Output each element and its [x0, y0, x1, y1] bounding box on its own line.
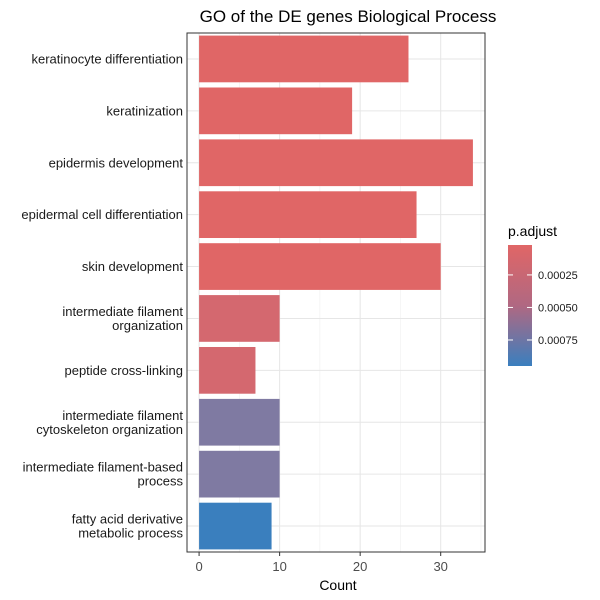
category-label-line: keratinocyte differentiation	[31, 51, 183, 66]
bars	[199, 35, 473, 550]
category-label-line: cytoskeleton organization	[36, 422, 183, 437]
x-tick-label: 10	[272, 559, 286, 574]
x-axis-ticks: 0 10 20 30	[195, 552, 448, 574]
chart-title: GO of the DE genes Biological Process	[200, 7, 497, 26]
legend-tick-label: 0.00050	[538, 302, 578, 314]
category-label-line: process	[137, 474, 183, 489]
category-label: epidermal cell differentiation	[21, 207, 183, 222]
category-label: intermediate filament organization	[62, 304, 183, 333]
category-label-line: fatty acid derivative	[72, 512, 183, 527]
bar	[199, 346, 256, 394]
category-label: keratinization	[106, 103, 183, 118]
legend-tick-label: 0.00025	[538, 270, 578, 282]
x-tick-label: 30	[433, 559, 447, 574]
x-tick-label: 20	[353, 559, 367, 574]
bar	[199, 295, 280, 342]
legend-ticks: 0.00025 0.00050 0.00075	[508, 270, 578, 347]
category-label-line: skin development	[82, 259, 184, 274]
bar	[199, 450, 280, 498]
bar	[199, 139, 473, 187]
category-label-line: peptide cross-linking	[64, 363, 183, 378]
legend-colorbar	[508, 245, 532, 366]
category-label: intermediate filament cytoskeleton organi…	[36, 408, 183, 437]
category-label-line: intermediate filament	[62, 304, 183, 319]
category-label-line: intermediate filament	[62, 408, 183, 423]
category-label: fatty acid derivative metabolic process	[72, 512, 184, 541]
category-label: intermediate filament-based process	[23, 460, 184, 489]
legend-tick-label: 0.00075	[538, 335, 578, 347]
bar	[199, 191, 417, 239]
category-label-line: metabolic process	[78, 526, 183, 541]
category-label-line: epidermis development	[49, 155, 184, 170]
x-axis-label: Count	[319, 577, 356, 593]
bar	[199, 35, 409, 83]
category-label-line: intermediate filament-based	[23, 460, 183, 475]
category-label-line: keratinization	[106, 103, 183, 118]
category-label-line: organization	[112, 318, 183, 333]
x-tick-label: 0	[195, 559, 202, 574]
category-label: epidermis development	[49, 155, 184, 170]
bar	[199, 87, 353, 135]
category-labels: keratinocyte differentiation keratinizati…	[21, 51, 183, 540]
bar	[199, 243, 441, 290]
category-label: keratinocyte differentiation	[31, 51, 183, 66]
legend: p.adjust 0.00025 0.00050 0.00075	[508, 223, 578, 366]
category-label-line: epidermal cell differentiation	[21, 207, 183, 222]
bar	[199, 502, 272, 550]
category-label: peptide cross-linking	[64, 363, 183, 378]
legend-title: p.adjust	[508, 223, 557, 239]
bar	[199, 398, 280, 446]
plot-panel	[186, 32, 486, 553]
category-label: skin development	[82, 259, 184, 274]
